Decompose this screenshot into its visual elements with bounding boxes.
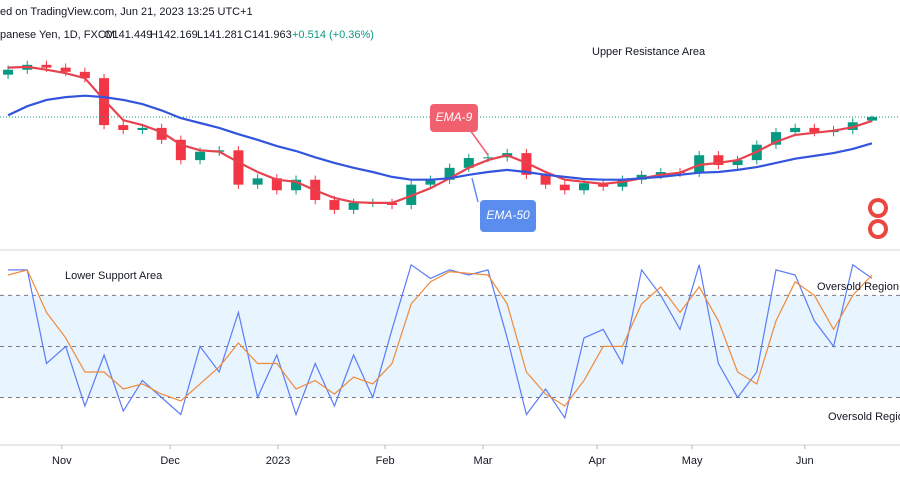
candle-body: [866, 116, 877, 121]
x-tick-label: Nov: [52, 455, 72, 467]
plot-layer: Nov Dec 2023 Feb Mar Apr May Jun EMA-9 EMA-50: [0, 60, 900, 467]
x-tick-label: Feb: [376, 455, 395, 467]
candle-body: [732, 160, 743, 166]
callout-box: [430, 104, 478, 132]
callout-box: [480, 200, 536, 232]
line-series: [7, 94, 873, 181]
candle-body: [444, 167, 455, 180]
candle-body: [559, 184, 570, 191]
candle-body: [118, 125, 129, 130]
candle-body: [175, 139, 186, 161]
candle-body: [655, 172, 666, 175]
source-text: ed on TradingView.com, Jun 21, 2023 13:2…: [0, 6, 253, 18]
candle-body: [79, 71, 90, 79]
annotation: Oversold Region: [828, 411, 900, 423]
symbol: panese Yen, 1D, FXCM: [0, 29, 115, 41]
line-series: [8, 65, 873, 204]
candle-body: [617, 179, 628, 187]
callout-pointer: [469, 129, 489, 156]
flag-icon: [872, 223, 884, 235]
candle-body: [156, 127, 167, 140]
candle-body: [233, 150, 244, 185]
x-tick-label: Mar: [474, 455, 493, 467]
callout-label: EMA-9: [436, 110, 473, 124]
candle-body: [425, 179, 436, 185]
line-series: [7, 269, 873, 407]
candle-body: [348, 202, 359, 210]
candle-body: [809, 127, 820, 133]
candle-body: [329, 200, 340, 210]
candle-body: [99, 78, 110, 126]
candle-body: [137, 127, 148, 130]
candle-body: [252, 178, 263, 185]
callout-label: EMA-50: [486, 208, 530, 222]
ohlc-open: O141.449: [104, 29, 152, 41]
candle-body: [770, 132, 781, 145]
x-tick-label: May: [682, 455, 703, 467]
candle-body: [579, 183, 590, 191]
candle-body: [41, 64, 52, 68]
callout-pointer: [471, 177, 479, 203]
candle-body: [195, 151, 206, 161]
symbol-legend: panese Yen, 1D, FXCM O141.449 H142.169 L…: [0, 29, 374, 41]
x-tick-label: 2023: [266, 455, 290, 467]
annotation: Oversold Region: [817, 281, 899, 293]
ohlc-low: L141.281: [197, 29, 243, 41]
ohlc-high: H142.169: [150, 29, 198, 41]
x-tick-label: Jun: [796, 455, 814, 467]
flag-icon: [872, 202, 884, 214]
candle-body: [60, 67, 71, 72]
candle-body: [540, 174, 551, 185]
annotation: Upper Resistance Area: [592, 46, 706, 58]
candle-body: [271, 178, 282, 191]
flag-icons: [868, 198, 888, 239]
ohlc-close: C141.963: [244, 29, 292, 41]
candle-body: [790, 127, 801, 133]
x-tick-label: Dec: [160, 455, 180, 467]
candle-body: [483, 157, 494, 159]
candle-body: [291, 179, 302, 191]
annotation: Lower Support Area: [65, 270, 163, 282]
candle-body: [3, 69, 14, 75]
x-tick-label: Apr: [588, 455, 605, 467]
candle-body: [463, 158, 474, 168]
candle-body: [713, 155, 724, 166]
change: +0.514 (+0.36%): [292, 29, 374, 41]
